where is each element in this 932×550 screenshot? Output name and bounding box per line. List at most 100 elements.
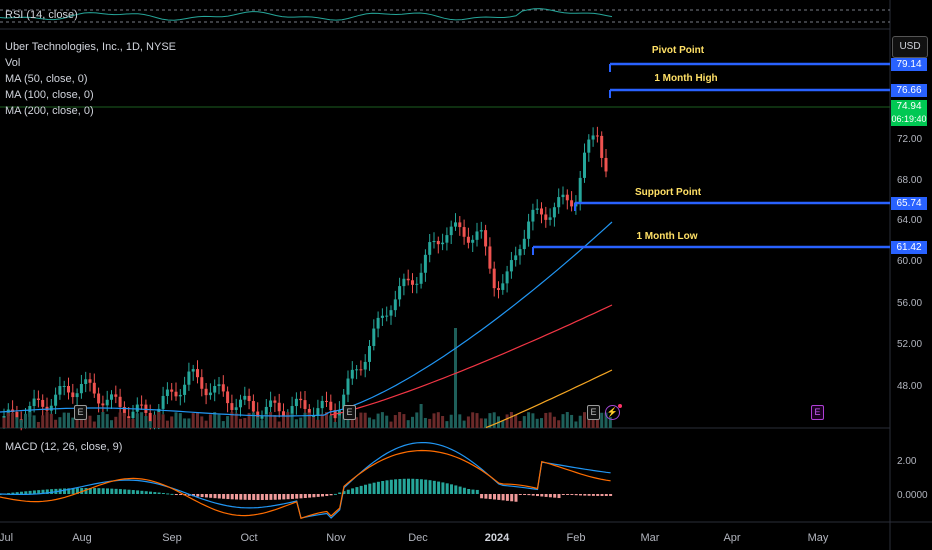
macd-histogram-bar — [166, 493, 170, 495]
volume-bar — [264, 414, 268, 428]
macd-histogram-bar — [273, 494, 277, 500]
macd-label[interactable]: MACD (12, 26, close, 9) — [5, 441, 123, 453]
volume-bar — [290, 413, 294, 428]
candle-body — [88, 379, 92, 383]
volume-bar — [484, 418, 488, 428]
candle-body — [445, 235, 449, 243]
volume-label[interactable]: Vol — [5, 57, 21, 69]
macd-histogram-bar — [450, 484, 453, 494]
candle-body — [509, 260, 513, 272]
volume-bar — [45, 412, 49, 428]
candle-body — [415, 283, 419, 285]
candle-body — [273, 400, 277, 403]
candle-body — [118, 396, 122, 407]
earnings-icon[interactable]: E — [74, 405, 87, 420]
currency-button[interactable]: USD — [892, 36, 928, 58]
volume-bar — [445, 421, 449, 428]
ma100-label[interactable]: MA (100, close, 0) — [5, 89, 94, 101]
volume-bar — [273, 414, 277, 428]
volume-bar — [36, 421, 40, 428]
volume-bar — [114, 416, 118, 428]
symbol-header[interactable]: Uber Technologies, Inc., 1D, NYSE — [5, 41, 176, 53]
price-tick: 52.00 — [897, 339, 923, 350]
earnings-icon[interactable]: E — [587, 405, 600, 420]
volume-bar — [475, 413, 479, 428]
macd-histogram-bar — [531, 494, 535, 496]
volume-bar — [402, 414, 406, 428]
candle-body — [535, 208, 539, 210]
volume-bar — [458, 414, 462, 428]
candle-body — [269, 400, 273, 407]
price-tick: 64.00 — [897, 215, 923, 226]
candle-body — [518, 249, 522, 256]
volume-bar — [127, 418, 131, 428]
candle-body — [484, 230, 488, 247]
macd-histogram-bar — [235, 494, 238, 500]
time-tick: May — [807, 532, 829, 544]
earnings-icon[interactable]: E — [343, 405, 356, 420]
candle-body — [165, 389, 169, 396]
macd-histogram-bar — [527, 494, 531, 496]
volume-bar — [363, 412, 367, 428]
volume-bar — [79, 413, 83, 428]
volume-bar — [540, 418, 543, 428]
macd-histogram-bar — [364, 484, 367, 494]
candle-body — [479, 230, 483, 232]
candle-body — [161, 395, 165, 409]
volume-bar — [471, 412, 475, 428]
macd-histogram-bar — [462, 487, 466, 494]
candle-body — [492, 268, 496, 289]
future-earnings-icon[interactable]: E — [811, 405, 824, 420]
macd-histogram-bar — [428, 480, 432, 494]
macd-histogram-bar — [63, 488, 66, 494]
candle-body — [449, 226, 453, 236]
volume-bar — [2, 417, 6, 428]
candle-body — [436, 240, 440, 245]
macd-histogram-bar — [398, 478, 402, 494]
volume-bar — [501, 420, 505, 428]
candle-body — [514, 255, 518, 261]
volume-bar — [419, 404, 423, 428]
macd-histogram-bar — [488, 494, 492, 500]
volume-bar — [578, 415, 582, 428]
macd-histogram-bar — [381, 480, 385, 494]
candle-body — [419, 272, 423, 284]
candle-body — [204, 388, 208, 396]
macd-histogram-bar — [376, 481, 380, 494]
macd-histogram-bar — [407, 478, 410, 494]
volume-bar — [282, 415, 285, 428]
volume-bar — [84, 412, 88, 428]
volume-bar — [277, 421, 281, 428]
macd-histogram-bar — [149, 491, 152, 494]
volume-bar — [92, 421, 96, 428]
time-tick: Sep — [162, 532, 182, 544]
candle-body — [320, 400, 324, 409]
ma50-label[interactable]: MA (50, close, 0) — [5, 73, 88, 85]
candle-body — [376, 317, 380, 329]
candle-body — [101, 403, 105, 406]
month-low-annotation: 1 Month Low — [636, 231, 698, 242]
volume-bar — [221, 421, 225, 428]
volume-bar — [183, 418, 187, 428]
candle-body — [316, 408, 320, 417]
volume-bar — [557, 420, 561, 428]
macd-histogram-bar — [256, 494, 260, 500]
candle-body — [196, 369, 199, 378]
macd-histogram-bar — [28, 490, 32, 494]
time-tick: 2024 — [484, 532, 510, 544]
candle-body — [36, 398, 40, 400]
split-event-icon[interactable]: ⚡ — [605, 404, 622, 420]
macd-histogram-bar — [536, 494, 539, 497]
macd-histogram-bar — [540, 494, 544, 497]
volume-bar — [535, 418, 539, 428]
candle-body — [501, 283, 505, 290]
candle-body — [527, 221, 531, 239]
volume-bar — [58, 417, 62, 428]
candle-body — [260, 416, 264, 419]
volume-bar — [15, 417, 19, 428]
macd-histogram-bar — [544, 494, 548, 497]
ma200-label[interactable]: MA (200, close, 0) — [5, 105, 94, 117]
macd-histogram-bar — [153, 492, 157, 494]
macd-histogram-bar — [505, 494, 509, 501]
